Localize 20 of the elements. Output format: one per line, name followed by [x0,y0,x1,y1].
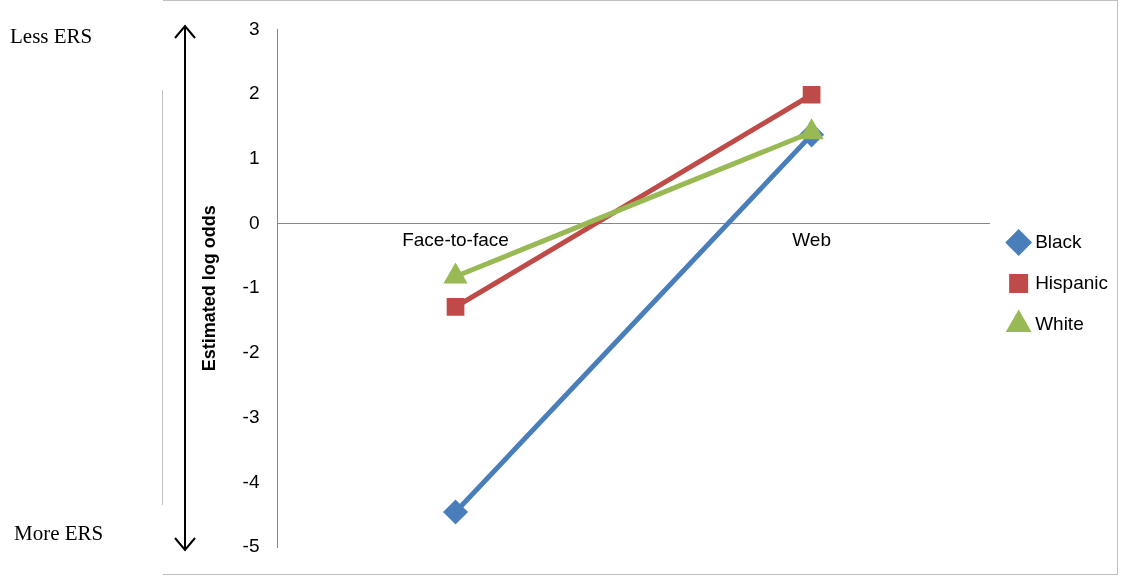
x-tick-label: Web [792,229,831,251]
text: More ERS [14,521,104,546]
legend-label: Hispanic [1035,271,1109,293]
x-tick-label: Face-to-face [402,229,509,251]
y-tick-label: 3 [248,17,260,39]
y-tick-label: -1 [242,276,260,298]
y-tick-label: -5 [242,535,260,557]
legend-label: Black [1035,230,1083,252]
y-tick-label: -3 [242,405,260,427]
y-axis-title: Estimated log odds [198,205,219,372]
y-tick-label: 1 [248,147,260,169]
y-tick-label: -2 [242,341,260,363]
y-tick-label: 2 [248,82,260,104]
y-tick-label: 0 [248,211,260,233]
point [444,500,468,524]
point [802,85,821,104]
text: Less ERS [10,24,93,49]
legend-label: White [1035,312,1084,334]
point [446,298,465,316]
y-tick-label: -4 [242,470,260,492]
